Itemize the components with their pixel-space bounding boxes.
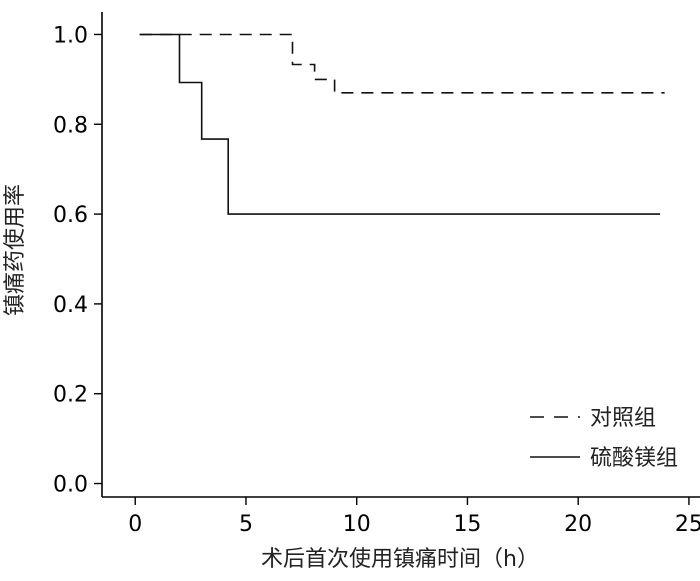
x-tick-label-15: 15 (453, 512, 481, 537)
y-tick-label-1.0: 1.0 (53, 23, 88, 48)
x-tick-label-0: 0 (128, 512, 142, 537)
curves (139, 33, 665, 215)
y-tick-label-0.6: 0.6 (53, 203, 88, 228)
y-axis-label: 镇痛药使用率 (3, 184, 28, 316)
series-line-control (139, 33, 665, 94)
legend-label-1: 硫酸镁组 (590, 446, 678, 471)
y-tick-label-0.8: 0.8 (53, 113, 88, 138)
x-tick-label-25: 25 (675, 512, 700, 537)
x-tick-label-20: 20 (564, 512, 592, 537)
x-tick-label-5: 5 (239, 512, 253, 537)
x-tick-label-10: 10 (343, 512, 371, 537)
y-tick-label-0.4: 0.4 (53, 293, 88, 318)
series-line-magnesium (139, 33, 661, 215)
axes: 0 5 10 15 20 25 0.0 0.2 0.4 0.6 0.8 1.0 (53, 12, 700, 537)
legend-label-0: 对照组 (590, 406, 656, 431)
y-tick-label-0.2: 0.2 (53, 383, 88, 408)
x-axis-label: 术后首次使用镇痛时间（h） (261, 547, 539, 572)
y-tick-label-0.0: 0.0 (53, 473, 88, 498)
